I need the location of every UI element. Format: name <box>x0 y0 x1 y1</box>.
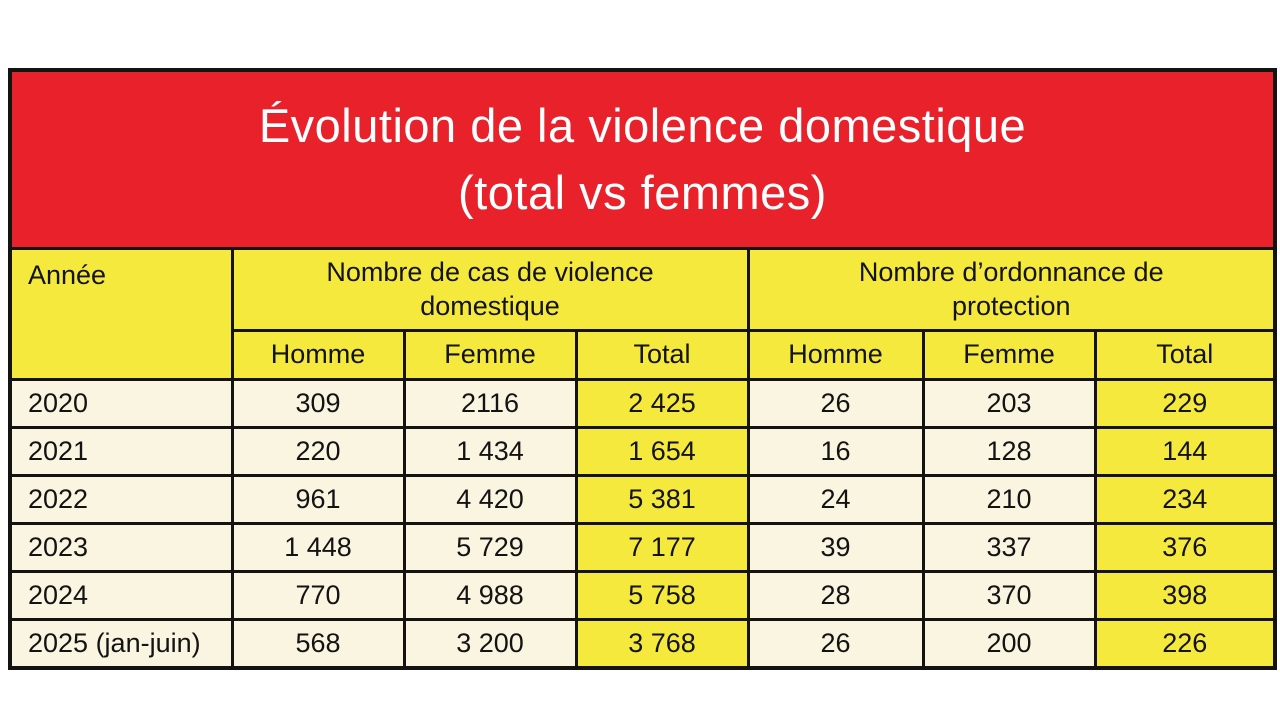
year-cell: 2025 (jan-juin) <box>8 618 234 670</box>
value-cell-total: 7 177 <box>574 522 750 573</box>
table-row-2023: 2023 1 448 5 729 7 177 39 337 376 <box>8 522 1277 573</box>
group-header-cases: Nombre de cas de violence domestique <box>230 247 750 332</box>
value-cell: 26 <box>746 378 925 429</box>
value-cell-total: 229 <box>1093 378 1277 429</box>
value-cell-total: 2 425 <box>574 378 750 429</box>
value-cell: 337 <box>921 522 1097 573</box>
title-line-1: Évolution de la violence domestique <box>258 98 1027 152</box>
year-cell: 2023 <box>8 522 234 573</box>
table-row-2020: 2020 309 2116 2 425 26 203 229 <box>8 378 1277 429</box>
value-cell: 1 434 <box>402 426 578 477</box>
table-row-2022: 2022 961 4 420 5 381 24 210 234 <box>8 474 1277 525</box>
value-cell: 200 <box>921 618 1097 670</box>
group-header-orders: Nombre d’ordonnance de protection <box>746 247 1277 332</box>
value-cell-total: 226 <box>1093 618 1277 670</box>
year-cell: 2024 <box>8 570 234 621</box>
value-cell-total: 398 <box>1093 570 1277 621</box>
value-cell: 128 <box>921 426 1097 477</box>
violence-table: Évolution de la violence domestique (tot… <box>8 68 1277 670</box>
value-cell: 210 <box>921 474 1097 525</box>
value-cell-total: 376 <box>1093 522 1277 573</box>
value-cell: 370 <box>921 570 1097 621</box>
table-row-2025: 2025 (jan-juin) 568 3 200 3 768 26 200 2… <box>8 618 1277 670</box>
value-cell-total: 5 758 <box>574 570 750 621</box>
title-row: Évolution de la violence domestique (tot… <box>8 68 1277 250</box>
value-cell: 220 <box>230 426 406 477</box>
value-cell: 1 448 <box>230 522 406 573</box>
value-cell-total: 3 768 <box>574 618 750 670</box>
table-title: Évolution de la violence domestique (tot… <box>8 68 1277 250</box>
value-cell: 203 <box>921 378 1097 429</box>
year-cell: 2020 <box>8 378 234 429</box>
value-cell: 568 <box>230 618 406 670</box>
title-line-2: (total vs femmes) <box>458 165 827 219</box>
value-cell: 4 420 <box>402 474 578 525</box>
table-row-2024: 2024 770 4 988 5 758 28 370 398 <box>8 570 1277 621</box>
subheader-cases-femme: Femme <box>402 329 578 381</box>
group-header-row: Année Nombre de cas de violence domestiq… <box>8 247 1277 381</box>
value-cell: 3 200 <box>402 618 578 670</box>
value-cell-total: 1 654 <box>574 426 750 477</box>
value-cell-total: 5 381 <box>574 474 750 525</box>
value-cell: 39 <box>746 522 925 573</box>
year-header-cell: Année <box>8 247 234 381</box>
sub-header-row: Homme Femme Total Homme Femme Total <box>10 329 1277 381</box>
value-cell: 2116 <box>402 378 578 429</box>
value-cell: 4 988 <box>402 570 578 621</box>
value-cell-total: 234 <box>1093 474 1277 525</box>
value-cell: 5 729 <box>402 522 578 573</box>
value-cell-total: 144 <box>1093 426 1277 477</box>
value-cell: 770 <box>230 570 406 621</box>
subheader-orders-homme: Homme <box>746 329 925 381</box>
subheader-cases-total: Total <box>574 329 750 381</box>
value-cell: 16 <box>746 426 925 477</box>
subheader-orders-femme: Femme <box>921 329 1097 381</box>
value-cell: 24 <box>746 474 925 525</box>
year-cell: 2021 <box>8 426 234 477</box>
value-cell: 26 <box>746 618 925 670</box>
subheader-orders-total: Total <box>1093 329 1277 381</box>
year-cell: 2022 <box>8 474 234 525</box>
value-cell: 961 <box>230 474 406 525</box>
subheader-cases-homme: Homme <box>230 329 406 381</box>
value-cell: 28 <box>746 570 925 621</box>
table-row-2021: 2021 220 1 434 1 654 16 128 144 <box>8 426 1277 477</box>
value-cell: 309 <box>230 378 406 429</box>
